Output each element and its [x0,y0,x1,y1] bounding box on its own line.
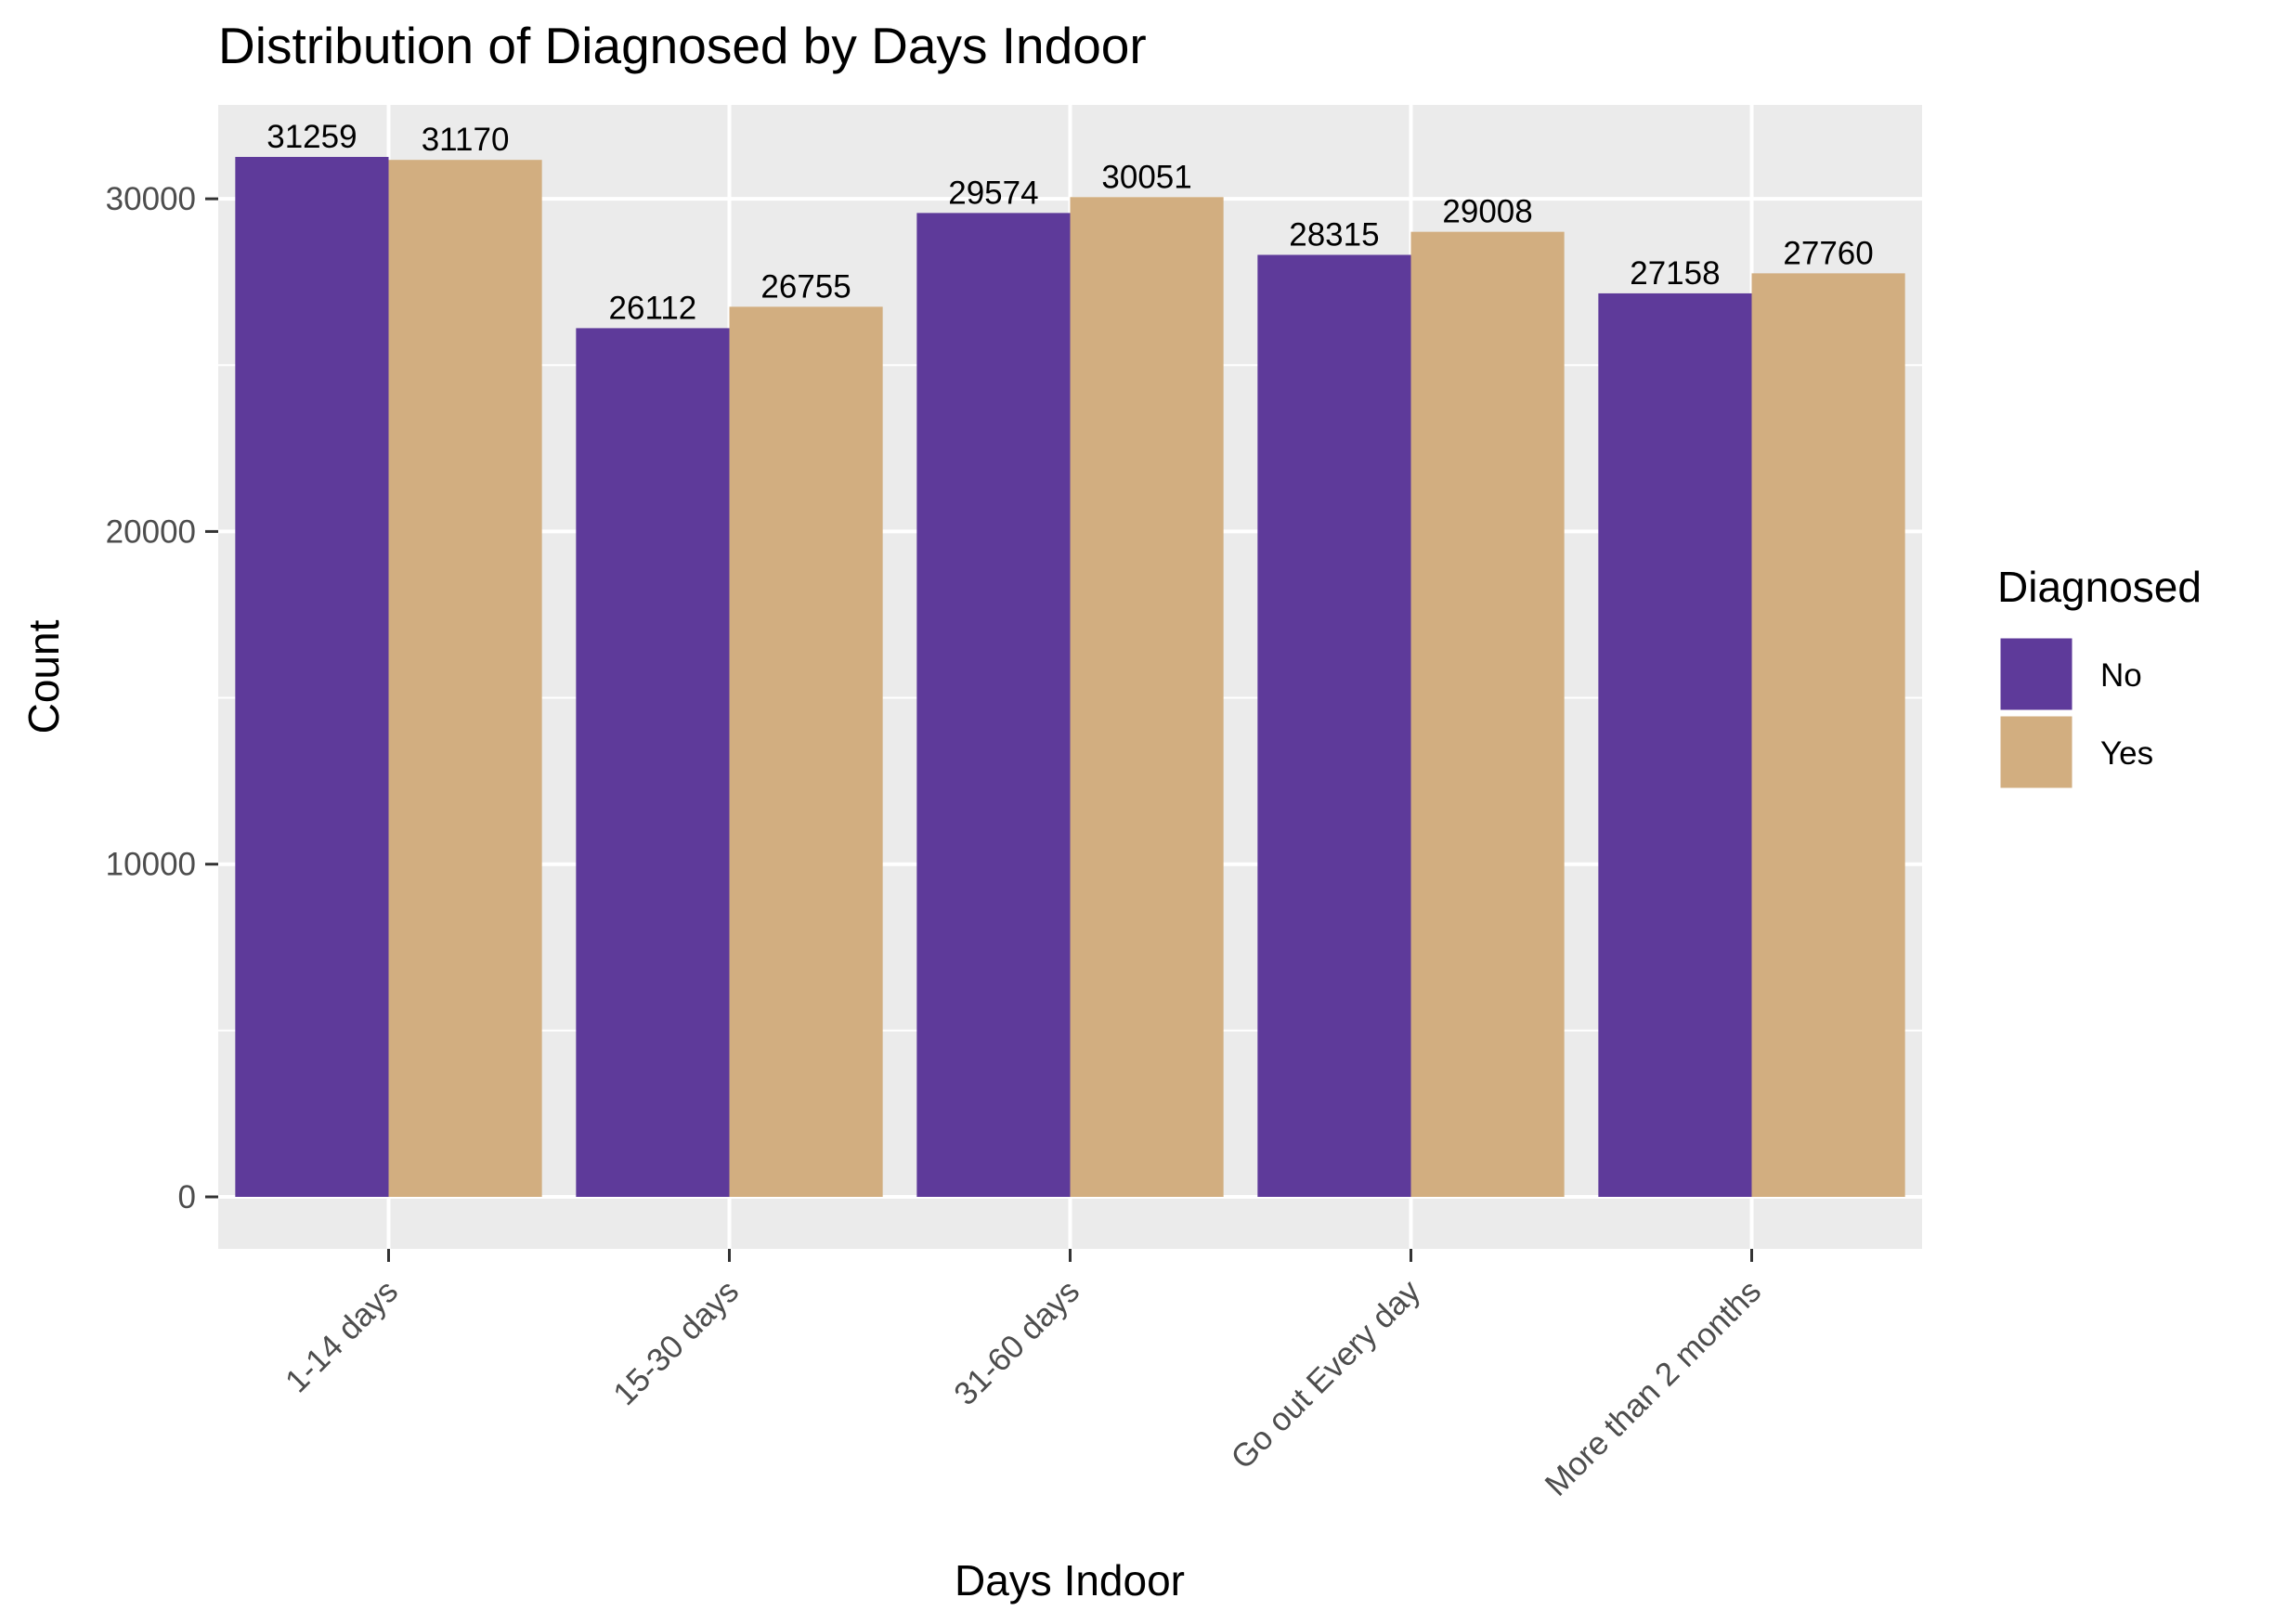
data-label-yes-2: 26755 [760,268,851,305]
bar-yes-4 [1410,231,1565,1197]
bar-yes-5 [1751,273,1905,1197]
bar-no-3 [916,213,1071,1197]
legend-label-no: No [2100,657,2142,694]
y-tick-label: 20000 [106,513,196,550]
x-tick-label: Go out Every day [1224,1273,1427,1476]
bar-no-5 [1598,292,1752,1197]
y-tick-label: 0 [178,1179,196,1215]
x-axis-title: Days Indoor [955,1556,1185,1605]
y-axis-title: Count [19,619,68,734]
chart-title: Distribution of Diagnosed by Days Indoor [218,17,1147,74]
data-label-no-4: 28315 [1289,216,1379,253]
bar-yes-2 [729,306,883,1197]
x-tick-label: 1-14 days [279,1273,405,1399]
legend: Diagnosed No Yes [1997,563,2202,791]
x-tick-label: More than 2 months [1538,1273,1768,1503]
y-tick-label: 10000 [106,847,196,883]
bar-yes-1 [388,160,542,1197]
x-tick-label: 15-30 days [606,1273,746,1412]
legend-label-yes: Yes [2100,735,2153,772]
data-label-yes-4: 29008 [1442,194,1532,230]
data-label-no-1: 31259 [266,119,357,155]
y-tick-label: 30000 [106,181,196,217]
y-axis: 0 10000 20000 30000 [106,181,218,1215]
legend-key-yes [1997,713,2075,791]
data-label-no-3: 29574 [948,175,1038,211]
x-axis: 1-14 days 15-30 days 31-60 days Go out Ever… [279,1249,1768,1503]
data-label-yes-5: 27760 [1783,235,1873,271]
bar-no-1 [235,157,389,1197]
legend-title: Diagnosed [1997,563,2202,611]
x-tick-label: 31-60 days [947,1273,1086,1412]
data-label-yes-3: 30051 [1101,159,1191,195]
data-label-no-2: 26112 [609,290,697,326]
legend-key-no [1997,635,2075,713]
data-label-yes-1: 31170 [422,122,510,158]
bar-no-4 [1257,254,1411,1197]
data-labels: 31259 31170 26112 26755 29574 30051 28315 29008… [266,119,1873,326]
bars [235,157,1905,1197]
bar-no-2 [576,328,730,1197]
data-label-no-5: 27158 [1630,255,1720,292]
bar-yes-3 [1070,197,1224,1197]
